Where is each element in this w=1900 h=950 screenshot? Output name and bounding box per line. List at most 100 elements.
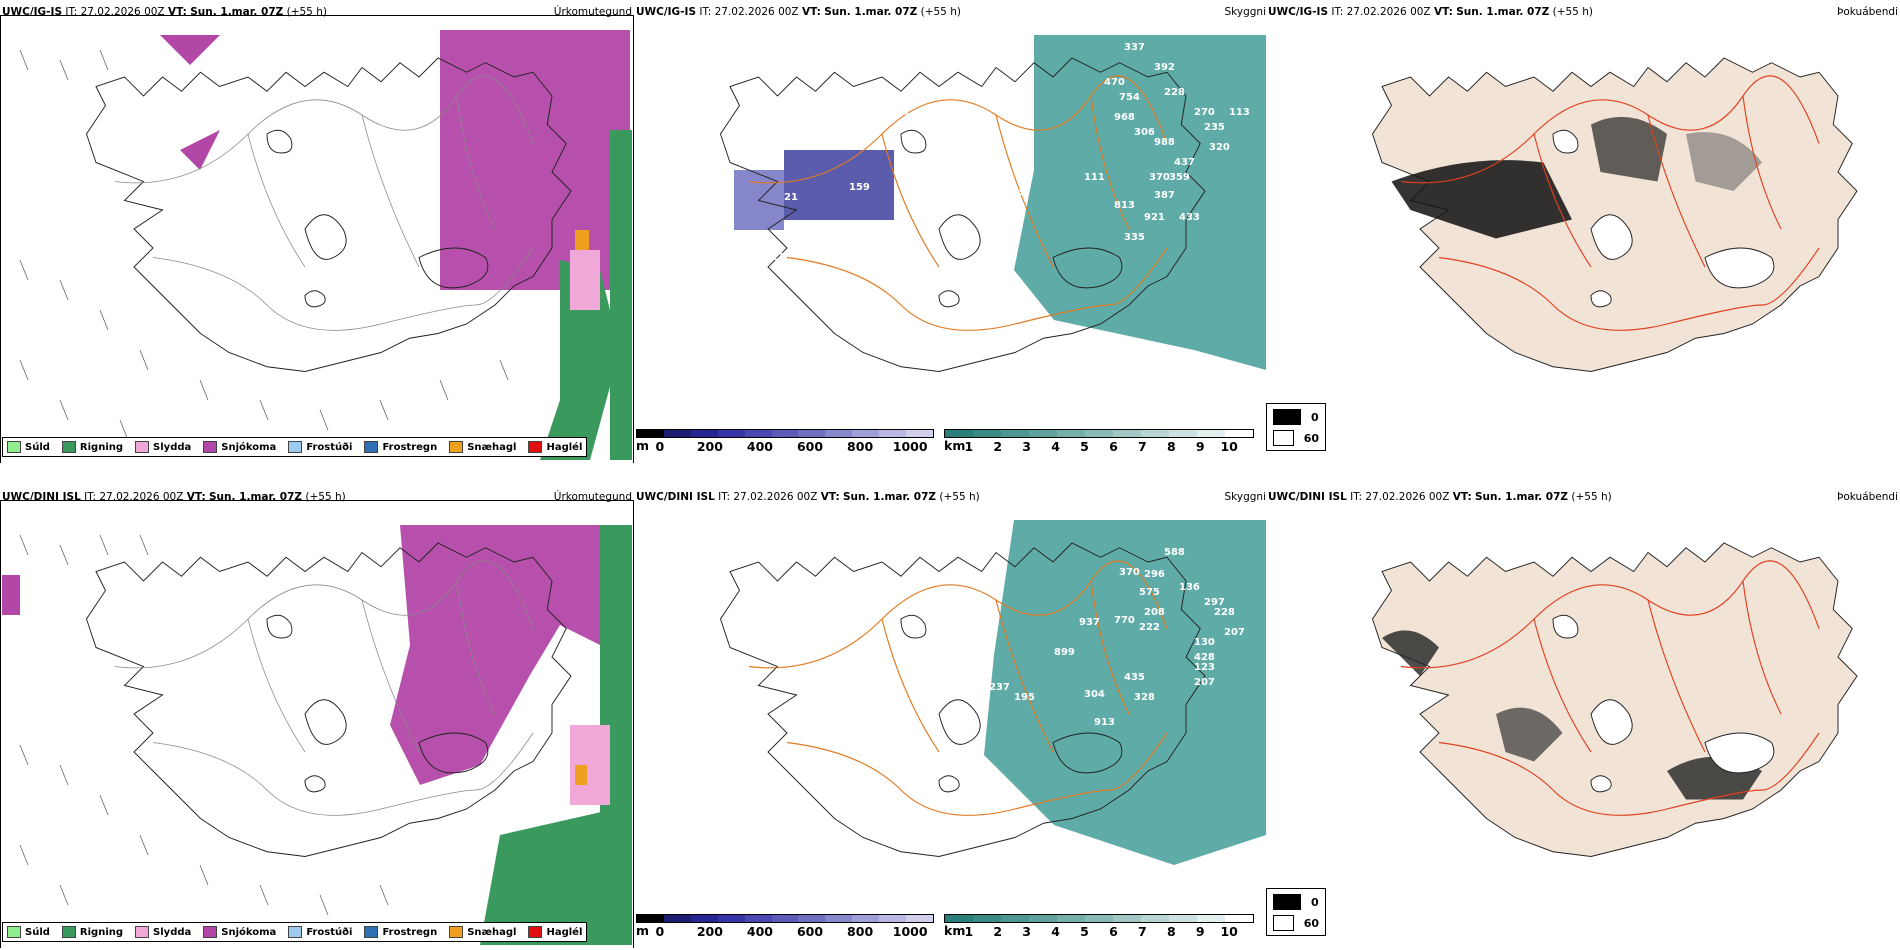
visibility-colorbar: km 1 2 3 4 5 6 7 8 9 10 — [944, 429, 1254, 454]
cloud-base-value: 937 — [1079, 617, 1100, 628]
visibility-swatch — [1169, 915, 1197, 922]
cloud-base-value: 113 — [1229, 107, 1250, 118]
cloud-base-value: 237 — [989, 682, 1010, 693]
legend-item: Haglél — [528, 926, 582, 938]
legend-item: Snæhagl — [449, 441, 516, 453]
cloud-base-value: 921 — [1144, 212, 1165, 223]
cloud-base-value: 470 — [1104, 77, 1125, 88]
cloud-base-value: 899 — [1054, 647, 1075, 658]
cloud-base-value: 101 — [944, 142, 965, 153]
cloud-base-value: 107 — [939, 197, 960, 208]
cloud-base-swatch — [852, 915, 880, 922]
visibility-swatch — [1057, 430, 1085, 437]
legend-item: Frostúði — [288, 926, 352, 938]
vt-prefix: VT: — [1433, 6, 1453, 18]
visibility-swatch — [1225, 430, 1253, 437]
cloud-base-value: 296 — [1144, 569, 1165, 580]
legend-label: Snjókoma — [221, 441, 277, 453]
cloud-base-value: 913 — [1094, 717, 1115, 728]
visibility-tick: 6 — [1109, 439, 1118, 454]
cloud-base-swatch — [906, 430, 933, 437]
panel-header: UWC/IG-IS IT: 27.02.2026 00Z VT: Sun. 1.… — [2, 6, 327, 18]
cloud-base-value: 270 — [1194, 107, 1215, 118]
legend-item: Snæhagl — [449, 926, 516, 938]
cloud-base-value: 235 — [1204, 122, 1225, 133]
wind-barbs — [19, 49, 509, 441]
cloud-base-value: 988 — [1154, 137, 1175, 148]
model-name: UWC/IG-IS — [2, 6, 63, 18]
model-name: UWC/IG-IS — [636, 6, 697, 18]
fog-legend-row: 60 — [1273, 430, 1319, 446]
legend-swatch — [135, 926, 150, 938]
cloud-base-value: 111 — [1084, 172, 1105, 183]
cloud-base-value: 21 — [784, 192, 798, 203]
cloud-base-value: 392 — [1154, 62, 1175, 73]
cloud-base-value: 387 — [1154, 190, 1175, 201]
cloud-base-tick: 200 — [696, 924, 723, 939]
wind-barbs — [19, 534, 389, 916]
cloud-base-swatch — [690, 915, 718, 922]
model-name: UWC/DINI ISL — [2, 491, 81, 503]
legend-label: Frostúði — [306, 441, 353, 453]
cloud-base-value: 435 — [1124, 672, 1145, 683]
lead-time: (+55 h) — [1571, 491, 1612, 503]
cloud-base-value: 754 — [1119, 92, 1140, 103]
legend-swatch — [203, 926, 218, 938]
cloud-base-swatch — [798, 915, 826, 922]
fog-legend-swatch — [1273, 894, 1301, 910]
legend-swatch — [288, 441, 303, 453]
vt-prefix: VT: — [820, 491, 840, 503]
visibility-swatch — [1141, 430, 1169, 437]
vt-prefix: VT: — [801, 6, 821, 18]
panel-header: UWC/DINI ISL IT: 27.02.2026 00Z VT: Sun.… — [2, 491, 346, 503]
visibility-tick: 7 — [1138, 439, 1147, 454]
valid-time: Sun. 1.mar. 07Z — [190, 6, 284, 18]
cloud-base-value: 207 — [1194, 677, 1215, 688]
cloud-base-value: 337 — [1124, 42, 1145, 53]
fog-index-legend: 0 60 — [1266, 888, 1326, 936]
cloud-base-swatch — [879, 915, 907, 922]
legend-item: Frostregn — [364, 926, 437, 938]
cloud-base-value: 433 — [1179, 212, 1200, 223]
visibility-tick: 8 — [1166, 924, 1176, 939]
legend-label: Rigning — [79, 441, 124, 453]
visibility-tick: 6 — [1109, 924, 1118, 939]
cloud-base-swatch — [906, 915, 933, 922]
cloud-base-unit: m — [636, 438, 650, 453]
cloud-base-tick: 200 — [696, 439, 723, 454]
cloud-base-value: 136 — [1179, 582, 1200, 593]
cloud-base-value: 370 — [1149, 172, 1170, 183]
panel-title: Þokuábendi — [1837, 6, 1898, 18]
cloud-base-value: 700 — [904, 112, 925, 123]
cloud-base-tick: 800 — [847, 439, 874, 454]
fog-legend-swatch — [1273, 409, 1301, 425]
visibility-tick: 3 — [1022, 439, 1032, 454]
fog-legend-label: 60 — [1303, 431, 1319, 445]
visibility-swatch — [973, 430, 1001, 437]
cloud-base-value: 9 — [1019, 187, 1026, 198]
lead-time: (+55 h) — [305, 491, 346, 503]
legend-swatch — [288, 926, 303, 938]
visibility-tick: 4 — [1051, 924, 1060, 939]
legend-swatch — [449, 441, 464, 453]
cloud-base-swatch — [637, 915, 664, 922]
cloud-base-value: 328 — [1134, 692, 1155, 703]
panel-title: Úrkomutegund — [553, 6, 632, 18]
visibility-swatch — [1225, 915, 1253, 922]
legend-item: Frostúði — [288, 441, 352, 453]
cloud-base-value: 428 — [1194, 652, 1215, 663]
legend-item: Rigning — [61, 926, 123, 938]
cloud-base-value: 320 — [1209, 142, 1230, 153]
visibility-swatch — [1141, 915, 1169, 922]
valid-time: Sun. 1.mar. 07Z — [1456, 6, 1550, 18]
visibility-tick: 5 — [1080, 924, 1089, 939]
panel-header: UWC/IG-IS IT: 27.02.2026 00Z VT: Sun. 1.… — [1268, 6, 1593, 18]
cloud-base-swatch — [637, 430, 664, 437]
legend-swatch — [528, 926, 543, 938]
precip-panel-2: UWC/DINI ISL IT: 27.02.2026 00Z VT: Sun.… — [0, 485, 634, 948]
legend-swatch — [135, 441, 150, 453]
cloud-base-tick: 1000 — [892, 924, 928, 939]
cloud-base-value: 297 — [1204, 597, 1225, 608]
fog-legend-label: 0 — [1311, 410, 1319, 424]
cloud-base-value: 207 — [1224, 627, 1245, 638]
